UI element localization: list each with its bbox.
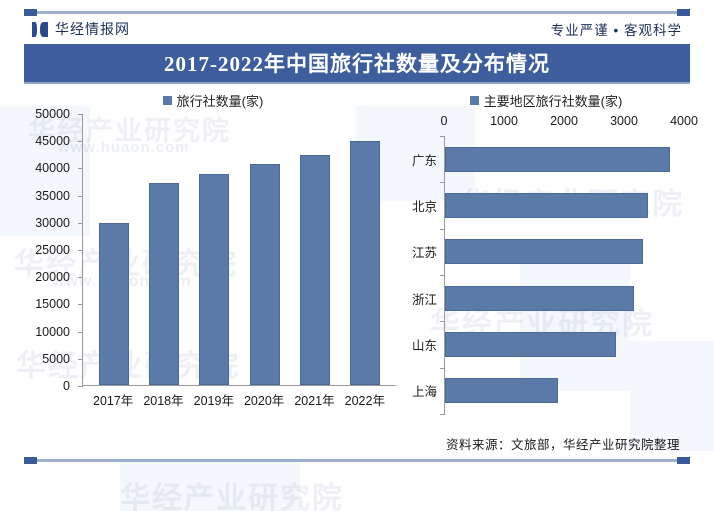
y-tick-label: 30000 <box>35 215 70 230</box>
horizontal-bars-group <box>445 136 684 414</box>
charts-container: 旅行社数量(家) 0 5000 10000 15000 20000 25000 30000 3… <box>24 84 698 432</box>
category-label: 江苏 <box>411 246 437 261</box>
top-divider <box>24 9 690 16</box>
x-tick-label: 2000 <box>550 114 578 128</box>
y-axis-labels: 0 5000 10000 15000 20000 25000 30000 35000 40000… <box>24 107 76 393</box>
y-axis-tick <box>440 321 445 323</box>
y-axis-tick <box>78 250 83 251</box>
legend-swatch-icon <box>469 95 479 105</box>
y-axis-tick <box>78 304 83 306</box>
horizontal-bar-row <box>445 368 684 414</box>
horizontal-bar-chart: 主要地区旅行社数量(家) 0 1000 2000 3000 4000 广东北京江苏浙江山… <box>402 90 698 432</box>
y-tick-label: 10000 <box>35 324 70 339</box>
y-tick-label: 5000 <box>42 351 70 366</box>
legend-vertical-chart: 旅行社数量(家) <box>24 90 402 110</box>
page-title: 2017-2022年中国旅行社数量及分布情况 <box>164 52 550 76</box>
x-axis-labels: 2017年 2018年 2019年 2020年 2021年 2022年 <box>82 390 396 409</box>
x-tick-label: 4000 <box>670 114 698 128</box>
header-tagline: 专业严谨 • 客观科学 <box>550 23 682 38</box>
y-axis-tick <box>78 358 83 360</box>
x-tick-label: 2018年 <box>143 394 184 408</box>
horizontal-bar <box>445 239 644 265</box>
double-chevron-logo-icon <box>32 21 48 37</box>
x-tick-label: 2017年 <box>93 394 134 408</box>
horizontal-bar-row <box>445 321 684 367</box>
x-axis-labels: 0 1000 2000 3000 4000 <box>440 114 698 132</box>
brand-name: 华经情报网 <box>55 21 130 37</box>
horizontal-bar <box>445 285 635 311</box>
x-tick-label: 2021年 <box>294 394 335 408</box>
y-axis-tick <box>440 275 445 276</box>
x-tick-label: 2020年 <box>243 394 285 408</box>
y-tick-label: 40000 <box>35 161 70 176</box>
vertical-bar <box>99 223 130 385</box>
horizontal-bar <box>445 146 670 172</box>
y-tick-label: 0 <box>63 379 70 393</box>
y-axis-tick <box>78 141 83 143</box>
horizontal-bar <box>445 192 648 218</box>
category-labels: 广东北京江苏浙江山东上海 <box>402 136 442 414</box>
y-axis-tick <box>440 182 445 184</box>
y-axis-tick <box>440 228 445 230</box>
horizontal-bar-row <box>445 136 684 182</box>
vertical-bar <box>249 164 280 385</box>
y-axis-tick <box>78 386 83 387</box>
category-label: 山东 <box>411 338 437 353</box>
horizontal-bar <box>445 378 558 404</box>
y-axis-tick <box>78 331 83 333</box>
x-tick-label: 1000 <box>490 114 518 128</box>
legend-horizontal-chart: 主要地区旅行社数量(家) <box>402 90 690 110</box>
y-tick-label: 25000 <box>35 243 70 257</box>
y-axis-tick <box>440 414 445 415</box>
horizontal-bar-row <box>445 229 684 275</box>
vertical-bar-chart: 旅行社数量(家) 0 5000 10000 15000 20000 25000 30000 3… <box>24 90 402 432</box>
vertical-plot-area <box>78 114 396 387</box>
vertical-bar <box>349 140 380 385</box>
chart-title-banner: 2017-2022年中国旅行社数量及分布情况 <box>24 44 690 84</box>
bottom-divider <box>24 457 690 464</box>
x-tick-label: 2019年 <box>193 394 234 408</box>
y-axis-tick <box>78 277 83 279</box>
category-label: 广东 <box>411 153 437 168</box>
page-header: 华经情报网 专业严谨 • 客观科学 <box>24 14 690 44</box>
x-tick-label: 2022年 <box>344 394 385 408</box>
legend-label: 主要地区旅行社数量(家) <box>483 93 623 109</box>
vertical-bar <box>149 182 180 385</box>
legend-swatch-icon <box>162 95 172 105</box>
vertical-bars-group <box>83 114 396 385</box>
y-axis-tick <box>78 168 83 170</box>
x-tick-label: 0 <box>440 114 448 128</box>
vertical-bar <box>299 155 330 385</box>
horizontal-plot-area <box>440 136 684 415</box>
horizontal-bar-row <box>445 182 684 228</box>
vertical-bar <box>199 173 230 385</box>
legend-label: 旅行社数量(家) <box>176 93 264 109</box>
y-axis-tick <box>440 367 445 369</box>
y-axis-tick <box>78 195 83 197</box>
y-axis-tick <box>78 222 83 224</box>
report-page: 华经情报网 专业严谨 • 客观科学 2017-2022年中国旅行社数量及分布情况… <box>0 9 714 511</box>
y-axis-tick <box>78 114 83 115</box>
category-label: 北京 <box>411 199 437 214</box>
y-tick-label: 20000 <box>35 270 70 285</box>
x-tick-label: 3000 <box>610 114 638 128</box>
y-tick-label: 35000 <box>35 188 70 203</box>
source-note: 资料来源：文旅部，华经产业研究院整理 <box>445 438 680 452</box>
y-tick-label: 50000 <box>35 107 70 121</box>
y-tick-label: 45000 <box>35 134 70 149</box>
y-axis-tick <box>440 136 445 137</box>
y-tick-label: 15000 <box>35 297 70 312</box>
category-label: 上海 <box>411 385 437 400</box>
horizontal-bar-row <box>445 275 684 321</box>
horizontal-bar <box>445 331 617 357</box>
category-label: 浙江 <box>411 292 437 307</box>
brand: 华经情报网 <box>32 19 130 39</box>
